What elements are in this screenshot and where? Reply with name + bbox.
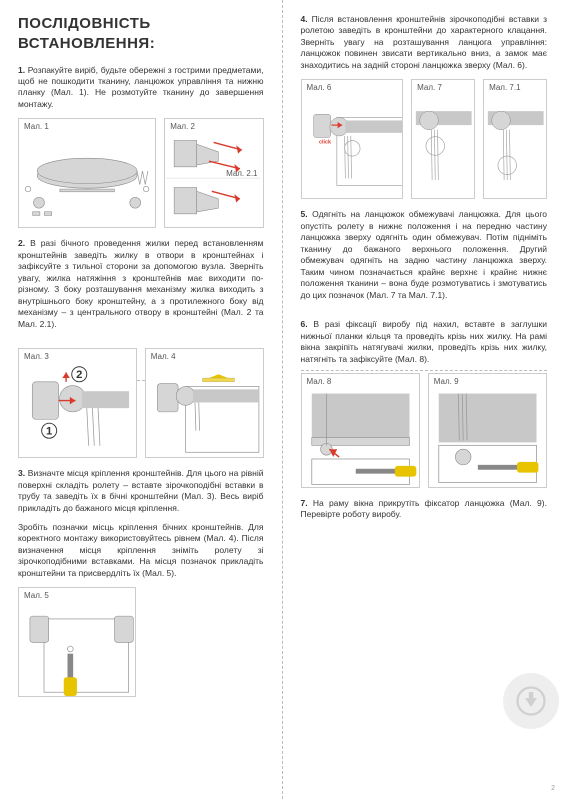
figure-3: Мал. 3 1 2 — [18, 348, 137, 458]
fig-label: Мал. 2 — [170, 122, 195, 133]
fig-label: Мал. 4 — [151, 352, 176, 363]
watermark-icon — [503, 673, 559, 729]
para-6: 6. В разі фіксації виробу під нахил, вст… — [301, 319, 548, 365]
para-3b: Зробіть позначки місць кріплення бічних … — [18, 522, 264, 579]
figure-71: Мал. 7.1 — [483, 79, 547, 199]
fig-label: Мал. 6 — [307, 83, 332, 94]
figure-7: Мал. 7 — [411, 79, 475, 199]
page-number: 2 — [551, 784, 555, 793]
svg-text:1: 1 — [46, 426, 52, 438]
svg-text:click: click — [319, 140, 332, 146]
figure-4: Мал. 4 — [145, 348, 264, 458]
figure-2-split: Мал. 2 Мал. 2.1 — [164, 118, 263, 228]
fig-label: Мал. 2.1 — [226, 169, 257, 180]
fig-label: Мал. 7 — [417, 83, 442, 94]
figure-1: Мал. 1 — [18, 118, 156, 228]
para-7: 7. На раму вікна прикрутіть фіксатор лан… — [301, 498, 548, 521]
fig-label: Мал. 9 — [434, 377, 459, 388]
figure-8: Мал. 8 — [301, 373, 420, 488]
figure-6: Мал. 6 click — [301, 79, 404, 199]
fig-label: Мал. 7.1 — [489, 83, 520, 94]
para-1: 1. Розпакуйте виріб, будьте обережні з г… — [18, 65, 264, 111]
para-5: 5. Одягніть на ланцюжок обмежувачі ланцю… — [301, 209, 548, 301]
fig-label: Мал. 3 — [24, 352, 49, 363]
fig-label: Мал. 5 — [24, 591, 49, 602]
figure-9: Мал. 9 — [428, 373, 547, 488]
fig-label: Мал. 8 — [307, 377, 332, 388]
figure-5: Мал. 5 — [18, 587, 136, 697]
para-4: 4. Після встановлення кронштейнів зірочк… — [301, 14, 548, 71]
para-3a: 3. Визначте місця кріплення кронштейнів.… — [18, 468, 264, 514]
svg-text:2: 2 — [76, 369, 82, 381]
para-2: 2. В разі бічного проведення жилки перед… — [18, 238, 264, 330]
fig-label: Мал. 1 — [24, 122, 49, 133]
page-title: ПОСЛІДОВНІСТЬ ВСТАНОВЛЕННЯ: — [18, 14, 264, 55]
